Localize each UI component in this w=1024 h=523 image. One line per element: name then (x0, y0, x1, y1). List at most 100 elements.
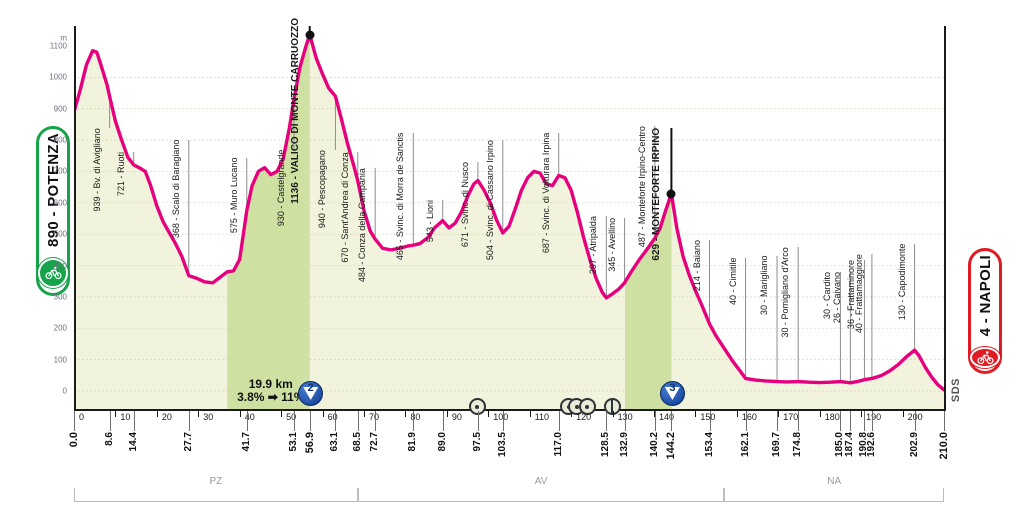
x-axis-km-label: 20 (161, 412, 172, 422)
town-label: 940 - Pescopagano (317, 150, 328, 229)
x-axis-tick (695, 411, 697, 417)
province-segment (74, 488, 358, 502)
x-axis-tick (529, 411, 531, 417)
x-axis-distance-label: 56.9 (303, 432, 316, 454)
x-axis-waypoint-tick (133, 411, 135, 431)
x-axis-km-label: 50 (286, 412, 297, 422)
x-axis-tick (654, 411, 655, 417)
x-axis-distance-label: 0.0 (68, 432, 80, 448)
town-label: 345 - Avellino (606, 218, 617, 272)
x-axis-km-label: 120 (576, 412, 592, 422)
province-bar: PZ AV NA (74, 476, 946, 504)
x-axis-distance-label: 14.4 (127, 432, 139, 452)
y-axis-tick-label: 300 (53, 292, 67, 302)
town-label: 30 - Marigliano (759, 256, 770, 316)
x-axis-waypoint-tick (375, 411, 377, 431)
x-axis-waypoint-tick (944, 411, 945, 431)
province-segment (357, 488, 725, 502)
y-axis-unit-label: m (60, 33, 67, 43)
x-axis-km-label: 80 (410, 412, 421, 422)
x-axis-tick (156, 411, 158, 417)
x-axis-km-label: 70 (369, 412, 380, 422)
x-axis-tick (281, 411, 283, 417)
town-label: 721 - Ruoti (115, 152, 126, 197)
x-axis-waypoint-tick (871, 411, 873, 431)
x-axis-tick (198, 411, 200, 417)
climb-length: 19.9 km (248, 377, 293, 391)
x-axis-waypoint-tick (840, 411, 842, 431)
x-axis-tick (902, 411, 904, 417)
x-axis-waypoint-tick (709, 411, 711, 431)
icon-core (611, 400, 614, 413)
province-segment (724, 488, 944, 502)
x-axis-tick (778, 411, 780, 417)
x-axis-distance-label: 89.0 (436, 432, 448, 452)
x-axis-waypoint-tick (188, 411, 190, 431)
x-axis-waypoint-tick (606, 411, 608, 431)
road-narrowing-icon (603, 398, 621, 415)
icon-core (585, 404, 590, 409)
x-axis-waypoint-tick (74, 411, 75, 431)
x-axis-tick (736, 411, 738, 417)
town-label: 687 - Svinc. di Volturara Irpina (540, 133, 551, 254)
town-label: 40 - Frattamaggiore (853, 254, 864, 334)
gpm-category-number: 3 (669, 382, 676, 394)
town-label: 487 - Monteforte Irpino-Centro (636, 126, 647, 248)
x-axis-waypoint-tick (558, 411, 560, 431)
y-axis-tick-label: 500 (53, 229, 67, 239)
cyclist-icon-start (38, 257, 68, 288)
x-axis-km-label: 170 (783, 412, 799, 422)
town-label: 297 - Atripalda (588, 216, 599, 275)
stage-finish-label: 4 - NAPOLI (976, 255, 994, 337)
town-label: 670 - Sant'Andrea di Conza (339, 152, 350, 263)
x-axis-km-label: 160 (741, 412, 757, 422)
town-label: 504 - Svinc. di Cassano Irpino (484, 140, 495, 261)
x-axis-line (74, 409, 946, 411)
icon-core (574, 404, 579, 409)
x-axis-distance-label: 53.1 (287, 432, 299, 452)
town-label: 368 - Scalo di Baragiano (170, 140, 181, 239)
icon-core (475, 404, 480, 409)
x-axis-distance-label: 202.9 (908, 432, 920, 458)
x-axis-waypoint-tick (864, 411, 866, 431)
x-axis-tick (239, 411, 241, 417)
x-axis-waypoint-tick (477, 411, 479, 431)
roundabout-icon (468, 398, 486, 415)
x-axis-waypoint-tick (413, 411, 415, 431)
profile-plot-area: 1100 1000 900 800 700 600 500 400 300 200 100 0 m 93… (49, 18, 946, 412)
town-label: 629 - MONTEFORTE IRPINO (651, 128, 663, 261)
y-axis-tick-label: 1100 (49, 41, 67, 51)
town-label: 575 - Muro Lucano (228, 158, 239, 234)
y-axis-tick-label: 200 (53, 323, 67, 333)
credit-label: SDS (950, 378, 962, 403)
x-axis-tick (446, 411, 448, 417)
x-axis-waypoint-tick (109, 411, 111, 431)
x-axis-waypoint-tick (624, 411, 626, 431)
x-axis-distance-label: 117.0 (552, 432, 564, 457)
x-axis-waypoint-tick (293, 411, 295, 431)
province-label: NA (827, 476, 842, 487)
x-axis-distance-label: 192.6 (865, 432, 877, 458)
right-axis-line (944, 26, 946, 411)
y-axis-tick-label: 400 (53, 261, 67, 271)
x-axis-waypoint-tick (502, 411, 504, 431)
x-axis-distance-label: 162.1 (739, 432, 751, 458)
x-axis-km-label: 40 (244, 412, 255, 422)
stage-start-marker[interactable]: 890 - POTENZA (36, 126, 70, 296)
kom-summit-dot (305, 30, 315, 40)
gpm-category-badge-3[interactable]: 3 (659, 381, 685, 406)
x-axis-distance-label: 103.5 (496, 432, 508, 458)
x-axis-distance-label: 144.2 (665, 432, 678, 460)
y-axis-tick-label: 600 (53, 198, 67, 208)
x-axis-tick (405, 411, 407, 417)
x-axis-distance-label: 72.7 (369, 432, 381, 452)
x-axis-km-label: 30 (203, 412, 214, 422)
x-axis-tick (612, 411, 614, 417)
x-axis-distance-label: 140.2 (648, 432, 660, 458)
town-label: 30 - Pomigliano d'Arco (780, 247, 791, 338)
gpm-category-badge-2[interactable]: 2 (298, 381, 324, 406)
x-axis-distance-label: 41.7 (240, 432, 252, 452)
stage-finish-marker[interactable]: 4 - NAPOLI (968, 248, 1002, 374)
x-axis-km-label: 90 (451, 412, 462, 422)
x-axis-waypoint-tick (442, 411, 444, 431)
